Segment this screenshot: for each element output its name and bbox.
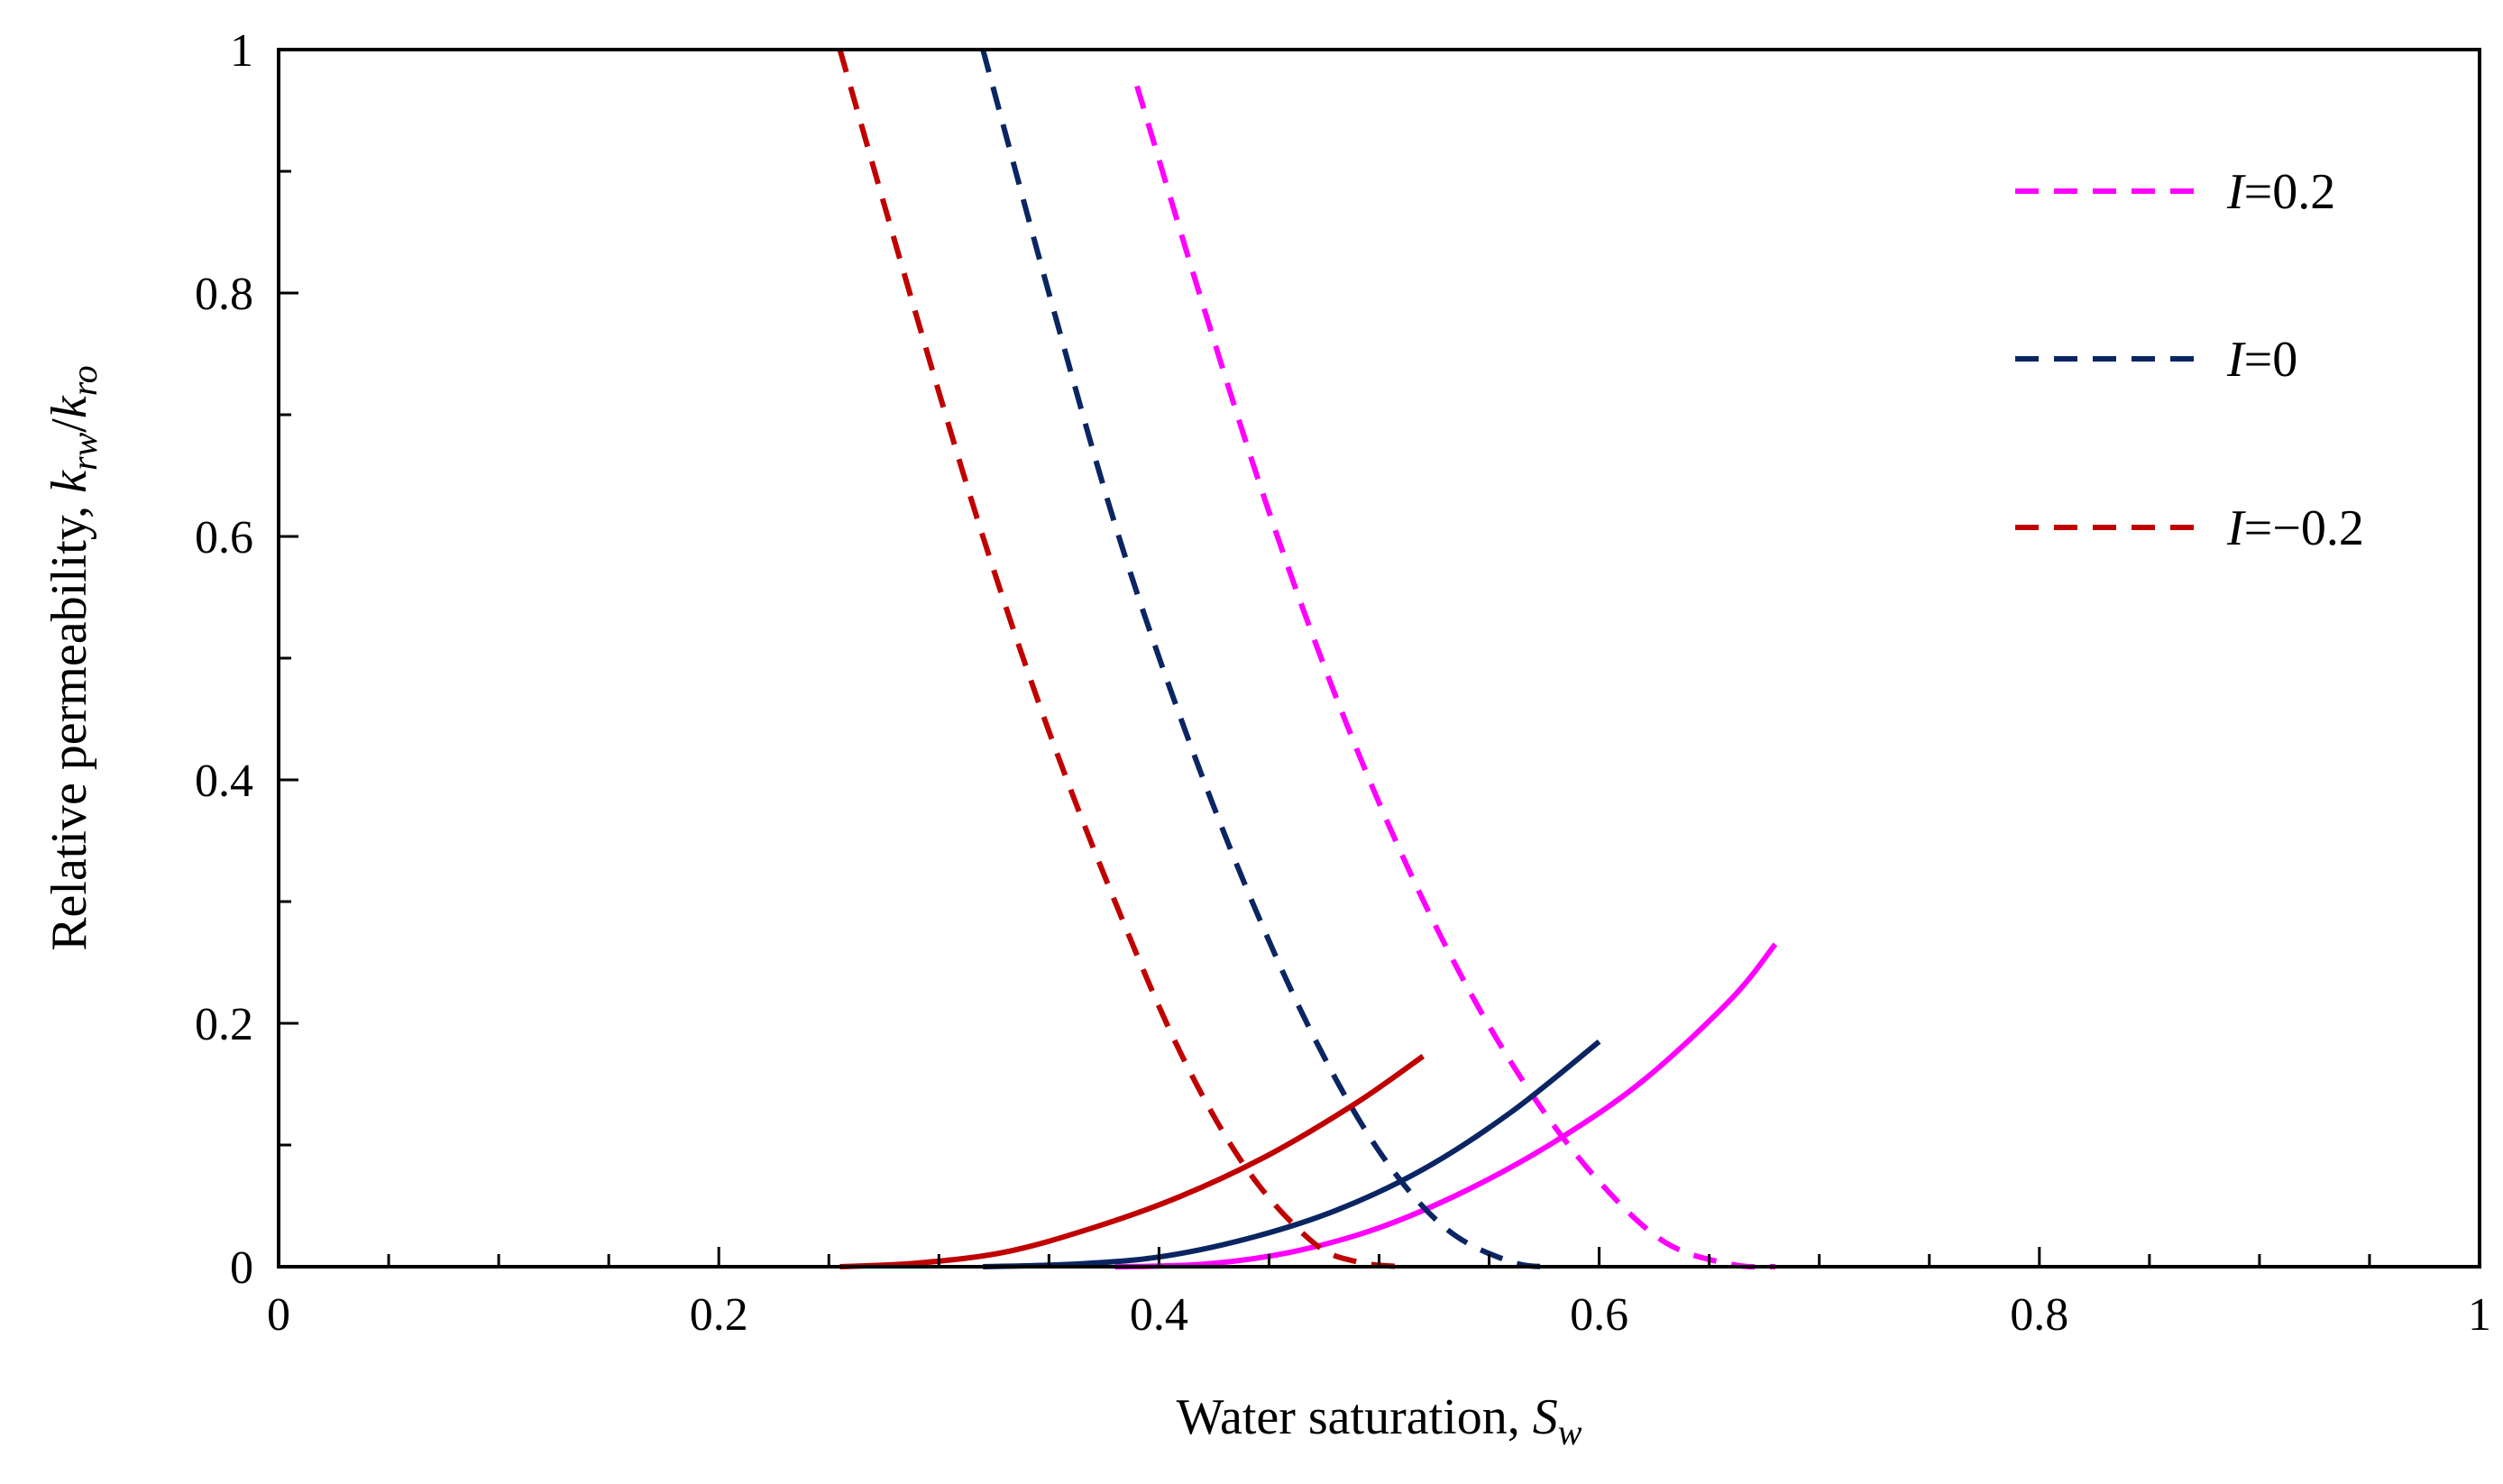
ticks-layer: 0 0.2 0.4 0.6 0.8 1 0 0.2 0.4 0.6 0.8 1 — [195, 25, 2491, 1341]
legend-label-var: I — [2226, 332, 2246, 388]
legend-label: I=0 — [2226, 332, 2297, 388]
y-tick-label: 0.8 — [195, 269, 253, 320]
x-axis-title-var: S — [1533, 1389, 1558, 1445]
x-tick-label: 0.4 — [1130, 1289, 1188, 1341]
legend-label-value: =0 — [2244, 332, 2298, 388]
series-layer — [837, 49, 1778, 1270]
legend-label: I=0.2 — [2226, 164, 2335, 220]
y-axis-title-slash: / — [41, 418, 97, 433]
y-axis-title-sub1: rw — [64, 432, 105, 471]
x-tick-label: 1 — [2468, 1289, 2491, 1341]
x-axis-title-sub: w — [1558, 1412, 1582, 1452]
series-krw-line — [1114, 942, 1778, 1269]
x-tick-label: 0.6 — [1570, 1289, 1628, 1341]
series-krw-line — [983, 1039, 1601, 1269]
y-tick-label: 0.2 — [195, 999, 253, 1050]
series-kro-line — [980, 49, 1556, 1269]
y-axis-title-k2: k — [41, 395, 97, 418]
x-tick-label: 0.8 — [2010, 1289, 2068, 1341]
x-axis-title: Water saturation, Sw — [1177, 1389, 1582, 1452]
legend-label: I=−0.2 — [2226, 500, 2364, 556]
legend-layer: I=0.2I=0I=−0.2 — [2015, 164, 2364, 556]
x-tick-label: 0 — [267, 1289, 290, 1341]
y-axis-title: Relative permeability, krw/kro — [41, 365, 105, 951]
y-axis-title-sub2: ro — [64, 365, 105, 396]
x-axis-title-text: Water saturation, — [1177, 1389, 1533, 1445]
y-tick-label: 0 — [230, 1242, 253, 1294]
y-tick-label: 0.4 — [195, 756, 253, 807]
series-kro-line — [1134, 85, 1776, 1270]
legend-label-var: I — [2226, 164, 2246, 220]
y-tick-label: 1 — [230, 25, 253, 77]
series-krw-line — [839, 1054, 1426, 1269]
y-axis-title-text: Relative permeability, — [41, 493, 97, 951]
legend-label-var: I — [2226, 500, 2246, 556]
plot-frame — [277, 48, 2481, 1269]
legend-label-value: =0.2 — [2244, 164, 2336, 220]
x-tick-label: 0.2 — [690, 1289, 748, 1341]
y-tick-label: 0.6 — [195, 512, 253, 563]
series-kro-line — [837, 49, 1402, 1269]
legend-label-value: =−0.2 — [2244, 500, 2364, 556]
y-axis-title-k1: k — [41, 470, 97, 493]
